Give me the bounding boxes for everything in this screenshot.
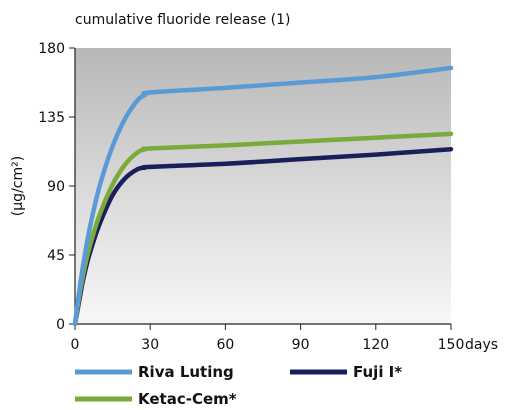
y-tick-label: 135 [38, 110, 65, 126]
x-axis-unit-label: days [465, 337, 498, 353]
chart-title: cumulative fluoride release (1) [75, 12, 290, 28]
legend-label-riva-luting: Riva Luting [138, 363, 234, 381]
tick-labels: 0 45 90 135 180 0 30 60 90 120 150 days [38, 41, 498, 353]
axes [69, 47, 452, 330]
y-axis-label: (µg/cm²) [10, 156, 26, 216]
x-tick-label: 90 [292, 337, 310, 353]
legend-label-fuji-i: Fuji I* [353, 363, 402, 381]
y-tick-label: 45 [47, 248, 65, 264]
x-tick-label: 60 [216, 337, 234, 353]
legend: Riva Luting Ketac-Cem* Fuji I* [75, 363, 402, 408]
series-lines [72, 65, 454, 327]
series-line-riva-luting [72, 65, 454, 327]
x-tick-label: 0 [71, 337, 80, 353]
y-tick-label: 90 [47, 179, 65, 195]
plot-background [75, 48, 451, 324]
x-tick-label: 150 [438, 337, 465, 353]
x-tick-label: 30 [141, 337, 159, 353]
y-tick-label: 180 [38, 41, 65, 57]
legend-label-ketac-cem: Ketac-Cem* [138, 390, 237, 408]
y-tick-label: 0 [56, 317, 65, 333]
x-tick-label: 120 [362, 337, 389, 353]
